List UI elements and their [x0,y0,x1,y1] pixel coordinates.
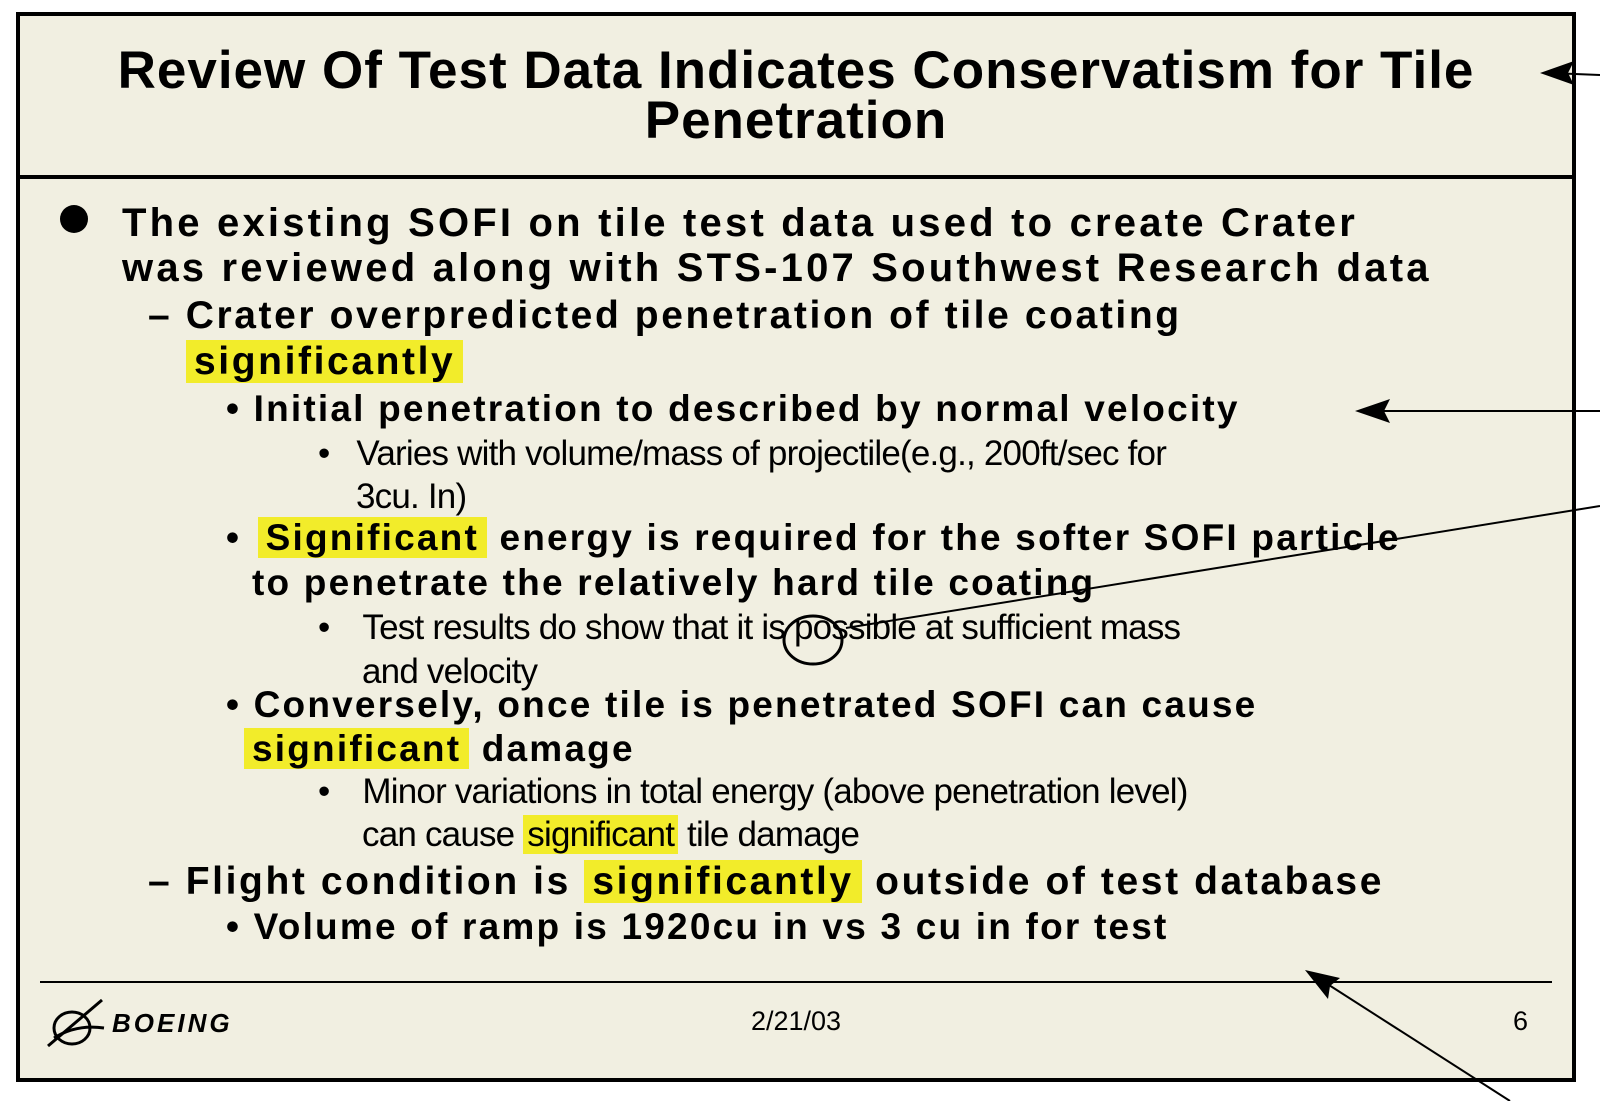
highlight-significant-damage: significant [244,728,470,769]
level3-text-volume-of-ramp: • Volume of ramp is 1920cu in vs 3 cu in… [226,906,1169,947]
circled-word-it: it [736,608,754,647]
title-area: Review Of Test Data Indicates Conservati… [20,16,1572,179]
level3-text-significant-energy-cont: to penetrate the relatively hard tile co… [252,562,1096,603]
level2-text-crater: – Crater overpredicted penetration of ti… [148,294,1182,337]
level4-text-test-results-cont: and velocity [362,652,538,691]
slide: Review Of Test Data Indicates Conservati… [16,12,1576,1082]
level4-text-minor-variations: • Minor variations in total energy (abov… [318,772,1188,811]
level2-text-flight-condition: – Flight condition is significantly outs… [148,860,1384,903]
level3-text-conversely: • Conversely, once tile is penetrated SO… [226,684,1258,725]
boeing-logo-text: BOEING [112,1008,233,1038]
level1-bullet [60,205,88,233]
title-line-1: Review Of Test Data Indicates Conservati… [117,41,1475,100]
highlight-significant-tile: significant [523,815,679,854]
level4-text-minor-variations-cont: can cause significant tile damage [362,815,860,854]
title-line-2: Penetration [644,91,948,150]
boeing-emblem-icon [47,998,105,1048]
level2-text-crater-cont: significantly [186,340,464,384]
level3-bullet: • [226,517,242,558]
level4-bullet: • [318,608,330,647]
level4-text-varies: • Varies with volume/mass of projectile(… [318,434,1167,473]
level4-bullet: • [318,434,330,473]
level3-text-initial-penetration: • Initial penetration to described by no… [226,388,1240,429]
highlight-significantly-outside: significantly [584,860,862,903]
footer-date: 2/21/03 [750,1006,842,1036]
slide-title: Review Of Test Data Indicates Conservati… [50,41,1542,150]
footer-divider [40,981,1552,983]
highlight-significant: Significant [257,517,487,558]
level3-text-significant-energy: • Significant energy is required for the… [226,517,1401,558]
level4-text-varies-cont: 3cu. In) [356,477,467,516]
level1-text-line2: was reviewed along with STS-107 Southwes… [122,246,1432,290]
level3-text-conversely-cont: significant damage [244,728,635,770]
level1-text-line1: The existing SOFI on tile test data used… [122,201,1358,245]
boeing-logo: BOEING [42,994,272,1058]
highlight-significantly: significantly [186,340,464,383]
level4-text-test-results: • Test results do show that it is possib… [318,608,1181,647]
level4-bullet: • [318,772,330,811]
page-number: 6 [1512,1006,1528,1036]
